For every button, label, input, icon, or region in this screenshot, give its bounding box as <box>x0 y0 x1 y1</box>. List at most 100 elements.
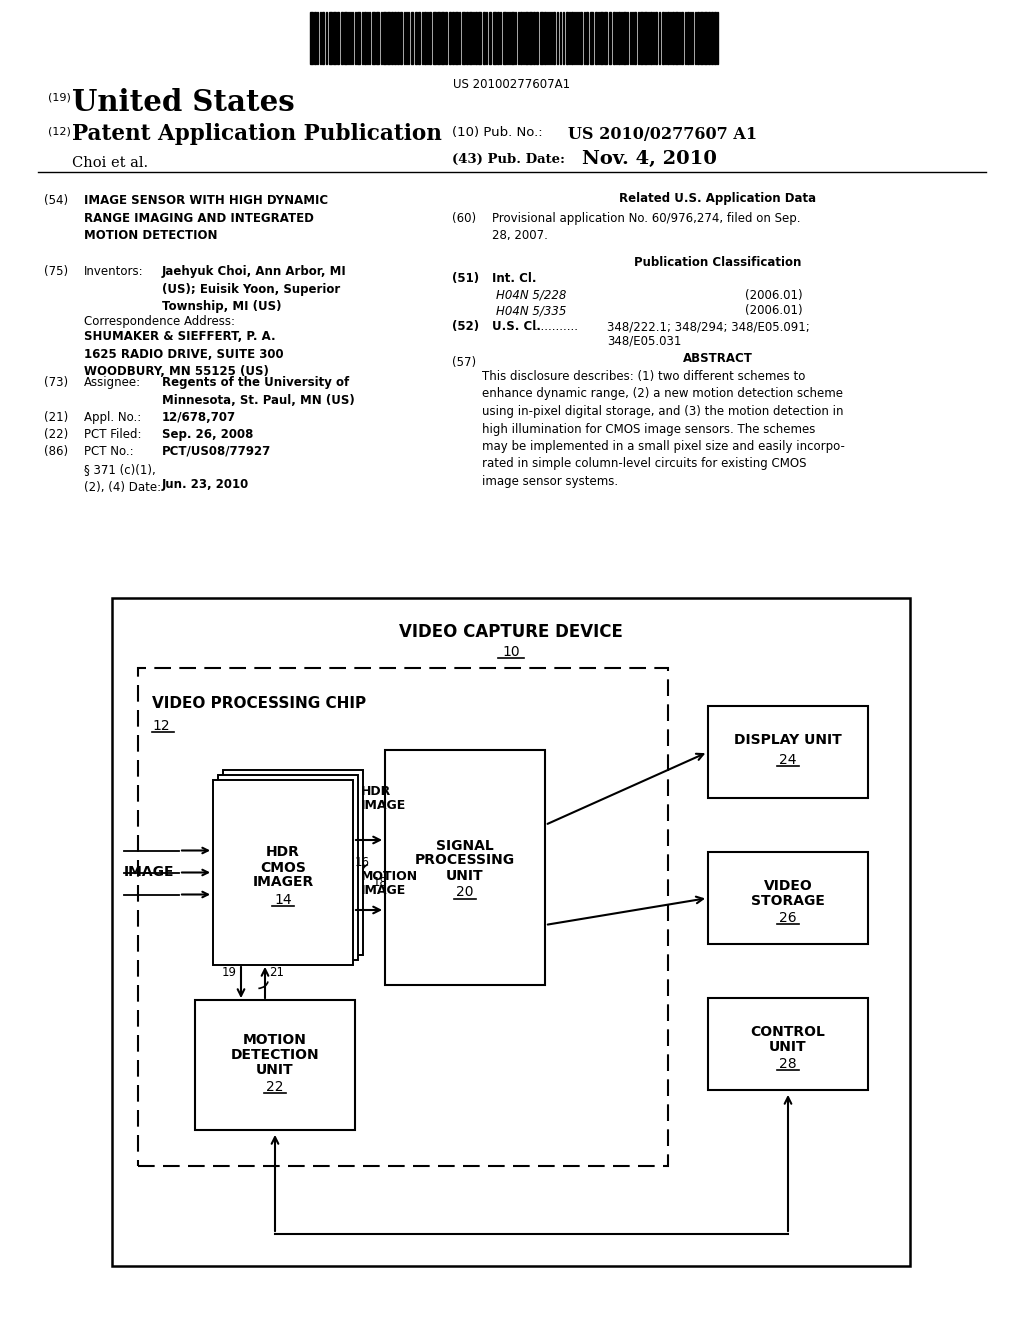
Text: (54): (54) <box>44 194 69 207</box>
Text: 26: 26 <box>779 911 797 925</box>
Text: Inventors:: Inventors: <box>84 265 143 279</box>
Text: 348/E05.031: 348/E05.031 <box>607 335 681 348</box>
Text: Jaehyuk Choi, Ann Arbor, MI
(US); Euisik Yoon, Superior
Township, MI (US): Jaehyuk Choi, Ann Arbor, MI (US); Euisik… <box>162 265 347 313</box>
Bar <box>687 12 689 63</box>
Bar <box>462 12 465 63</box>
Bar <box>478 12 481 63</box>
Bar <box>613 12 615 63</box>
Bar <box>372 12 375 63</box>
Bar <box>520 12 522 63</box>
Text: SHUMAKER & SIEFFERT, P. A.
1625 RADIO DRIVE, SUITE 300
WOODBURY, MN 55125 (US): SHUMAKER & SIEFFERT, P. A. 1625 RADIO DR… <box>84 330 284 378</box>
Bar <box>681 12 683 63</box>
Text: 22: 22 <box>266 1080 284 1094</box>
Text: SIGNAL: SIGNAL <box>436 838 494 853</box>
Bar <box>449 12 451 63</box>
Bar <box>400 12 402 63</box>
Bar <box>213 780 353 965</box>
Bar <box>469 12 472 63</box>
Text: 19: 19 <box>222 966 237 979</box>
Bar <box>493 12 496 63</box>
Bar <box>697 12 699 63</box>
Text: (51): (51) <box>452 272 479 285</box>
Text: (86): (86) <box>44 445 69 458</box>
Bar <box>391 12 393 63</box>
Bar <box>711 12 713 63</box>
Text: This disclosure describes: (1) two different schemes to
enhance dynamic range, (: This disclosure describes: (1) two diffe… <box>482 370 845 488</box>
Bar <box>672 12 674 63</box>
Bar <box>503 12 506 63</box>
Bar <box>662 12 664 63</box>
Text: (60): (60) <box>452 213 476 224</box>
Bar <box>644 12 647 63</box>
Bar <box>441 12 444 63</box>
Text: Regents of the University of
Minnesota, St. Paul, MN (US): Regents of the University of Minnesota, … <box>162 376 354 407</box>
Bar <box>580 12 582 63</box>
Text: Sep. 26, 2008: Sep. 26, 2008 <box>162 428 253 441</box>
Bar <box>536 12 538 63</box>
Text: Appl. No.:: Appl. No.: <box>84 411 141 424</box>
Bar <box>650 12 652 63</box>
Text: 21: 21 <box>269 966 284 979</box>
Text: U.S. Cl.: U.S. Cl. <box>492 319 541 333</box>
Bar <box>540 12 543 63</box>
Text: (43) Pub. Date:: (43) Pub. Date: <box>452 153 565 166</box>
Text: 18: 18 <box>373 876 388 890</box>
Text: IMAGE: IMAGE <box>361 884 407 898</box>
Text: UNIT: UNIT <box>256 1063 294 1077</box>
Bar <box>667 12 669 63</box>
Bar <box>310 12 313 63</box>
Bar <box>708 998 868 1090</box>
Text: US 20100277607A1: US 20100277607A1 <box>454 78 570 91</box>
Bar <box>383 12 386 63</box>
Text: VIDEO: VIDEO <box>764 879 812 894</box>
Text: (73): (73) <box>44 376 69 389</box>
Text: VIDEO PROCESSING CHIP: VIDEO PROCESSING CHIP <box>152 696 367 711</box>
Bar <box>708 851 868 944</box>
Bar <box>138 668 668 1166</box>
Text: Publication Classification: Publication Classification <box>634 256 802 269</box>
Text: PCT No.:: PCT No.: <box>84 445 133 458</box>
Bar <box>112 598 910 1266</box>
Text: (2006.01): (2006.01) <box>745 289 803 302</box>
Text: 12/678,707: 12/678,707 <box>162 411 237 424</box>
Text: Jun. 23, 2010: Jun. 23, 2010 <box>162 478 249 491</box>
Bar <box>411 12 413 63</box>
Bar <box>609 12 611 63</box>
Bar <box>623 12 626 63</box>
Bar <box>455 12 458 63</box>
Bar <box>364 12 366 63</box>
Bar <box>675 12 678 63</box>
Text: (75): (75) <box>44 265 69 279</box>
Bar <box>357 12 360 63</box>
Text: 12: 12 <box>152 719 170 733</box>
Text: 28: 28 <box>779 1057 797 1071</box>
Bar <box>333 12 336 63</box>
Bar <box>511 12 514 63</box>
Text: IMAGE SENSOR WITH HIGH DYNAMIC
RANGE IMAGING AND INTEGRATED
MOTION DETECTION: IMAGE SENSOR WITH HIGH DYNAMIC RANGE IMA… <box>84 194 328 242</box>
Bar <box>566 12 568 63</box>
Bar <box>586 12 588 63</box>
Bar <box>433 12 436 63</box>
Text: Patent Application Publication: Patent Application Publication <box>72 123 442 145</box>
Bar <box>376 12 379 63</box>
Text: PROCESSING: PROCESSING <box>415 854 515 867</box>
Bar <box>525 12 528 63</box>
Text: 348/222.1; 348/294; 348/E05.091;: 348/222.1; 348/294; 348/E05.091; <box>607 319 810 333</box>
Text: IMAGE: IMAGE <box>361 799 407 812</box>
Text: (52): (52) <box>452 319 479 333</box>
Text: PCT Filed:: PCT Filed: <box>84 428 141 441</box>
Text: Related U.S. Application Data: Related U.S. Application Data <box>620 191 816 205</box>
Text: STORAGE: STORAGE <box>751 894 825 908</box>
Bar <box>590 12 593 63</box>
Text: H04N 5/335: H04N 5/335 <box>496 304 566 317</box>
Bar <box>640 12 643 63</box>
Text: VIDEO CAPTURE DEVICE: VIDEO CAPTURE DEVICE <box>399 623 623 642</box>
Bar <box>344 12 347 63</box>
Text: PCT/US08/77927: PCT/US08/77927 <box>162 445 271 458</box>
Text: US 2010/0277607 A1: US 2010/0277607 A1 <box>568 125 757 143</box>
Bar <box>218 775 358 960</box>
Text: Provisional application No. 60/976,274, filed on Sep.
28, 2007.: Provisional application No. 60/976,274, … <box>492 213 801 243</box>
Bar <box>418 12 420 63</box>
Text: H04N 5/228: H04N 5/228 <box>496 289 566 302</box>
Bar <box>708 706 868 799</box>
